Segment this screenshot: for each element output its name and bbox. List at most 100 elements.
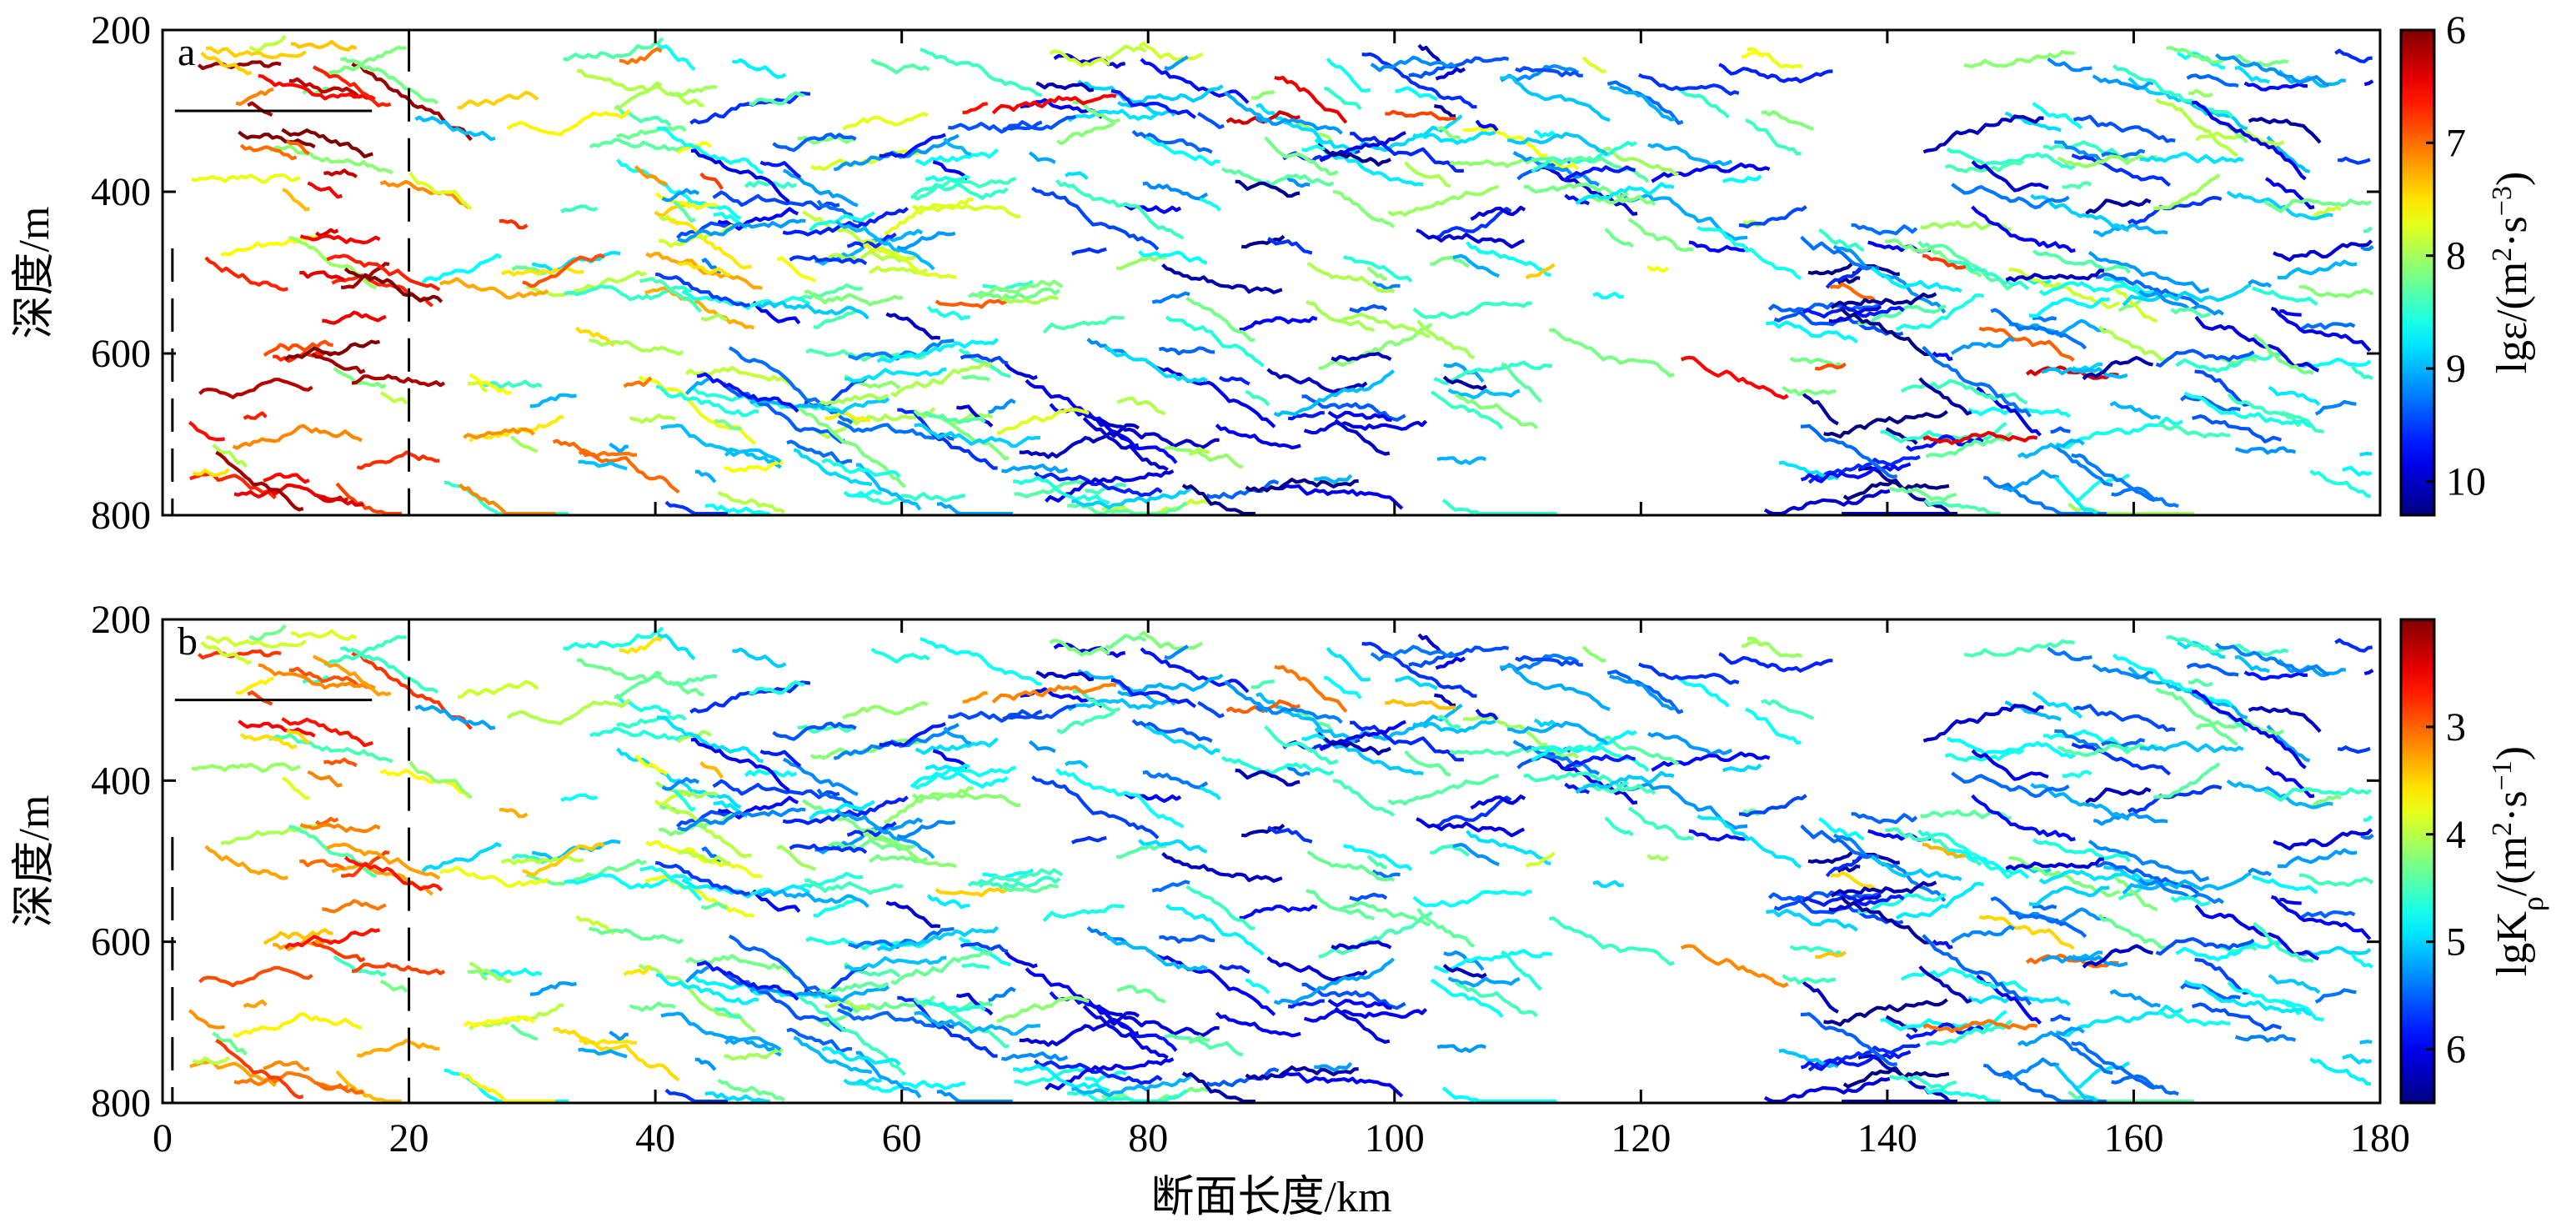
- segment: [634, 165, 669, 187]
- segment: [834, 219, 935, 271]
- segment: [1922, 114, 2044, 154]
- segment: [2334, 48, 2373, 63]
- segment: [2018, 237, 2076, 253]
- segment: [2050, 1014, 2071, 1022]
- segment: [469, 961, 512, 984]
- colorbar-label: lgε/(m2·s−3): [2487, 172, 2537, 374]
- segment: [500, 266, 584, 277]
- segment: [1049, 49, 1110, 68]
- segment: [575, 326, 615, 348]
- segment: [2252, 286, 2318, 306]
- segment: [351, 962, 446, 975]
- colorbar-tick-label: 6: [2446, 1028, 2466, 1072]
- segment: [1619, 193, 1748, 241]
- segment: [1239, 316, 1318, 332]
- segment: [356, 450, 440, 470]
- segment: [1435, 207, 1512, 240]
- segment: [1387, 774, 1500, 806]
- segment: [1462, 714, 1580, 759]
- segment: [1917, 240, 2012, 291]
- segment: [655, 973, 759, 1005]
- segment: [1651, 751, 1771, 772]
- segment: [1131, 129, 1213, 154]
- segment: [1802, 893, 1905, 907]
- segment: [623, 376, 653, 388]
- segment: [2188, 88, 2213, 98]
- segment: [1582, 193, 1656, 207]
- segment: [1676, 676, 1730, 708]
- segment: [1350, 132, 1465, 173]
- segment: [1564, 193, 1591, 206]
- segment: [634, 754, 669, 776]
- segment: [1501, 950, 1542, 991]
- segment: [1218, 375, 1250, 386]
- segment: [1404, 749, 1451, 777]
- segment: [2360, 244, 2374, 252]
- segment: [258, 73, 376, 101]
- segment: [1722, 763, 1762, 773]
- segment: [1145, 136, 1220, 167]
- segment: [1452, 253, 1500, 278]
- segment: [1225, 110, 1301, 125]
- segment: [1430, 978, 1504, 1019]
- segment: [2277, 848, 2358, 869]
- colorbar-gradient: [2399, 28, 2436, 517]
- segment: [2337, 745, 2371, 754]
- segment: [1564, 782, 1591, 794]
- segment: [935, 887, 1008, 898]
- segment: [1000, 1051, 1069, 1061]
- segment: [2299, 873, 2374, 888]
- segment: [1455, 981, 1539, 1018]
- segment: [1004, 950, 1038, 969]
- segment: [1676, 87, 1730, 119]
- segment: [1895, 293, 1984, 332]
- segment: [924, 410, 986, 424]
- segment: [772, 133, 857, 153]
- segment: [1220, 167, 1335, 187]
- segment: [1442, 375, 1487, 391]
- segment: [1361, 641, 1477, 698]
- segment: [2334, 638, 2373, 653]
- segment: [821, 397, 890, 414]
- segment: [2054, 1064, 2098, 1103]
- segment: [1982, 1063, 2107, 1103]
- segment: [2279, 309, 2302, 317]
- segment: [1430, 844, 1470, 857]
- segment: [1475, 119, 1499, 132]
- segment: [2138, 289, 2224, 316]
- segment: [1002, 709, 1043, 721]
- segment: [1245, 389, 1270, 407]
- segment: [2139, 740, 2244, 754]
- segment: [1042, 904, 1125, 922]
- colorbar-b: 3 4 5 6 lgKρ/(m2·s−1): [2399, 618, 2549, 1105]
- colorbar-tick-label: 10: [2446, 459, 2486, 504]
- segment: [1145, 359, 1276, 429]
- segment: [343, 267, 444, 303]
- segment: [281, 128, 373, 158]
- segment: [614, 81, 663, 111]
- segment: [200, 640, 253, 665]
- segment: [2350, 953, 2373, 969]
- segment: [509, 1023, 539, 1041]
- segment: [1164, 445, 1244, 469]
- segment: [1033, 1059, 1163, 1085]
- panel-label: b: [178, 619, 198, 664]
- axes-frame: [161, 618, 2382, 1105]
- segment: [1604, 228, 1634, 248]
- segment: [263, 1060, 310, 1072]
- segment: [1627, 806, 1694, 841]
- segment: [2342, 1054, 2373, 1065]
- segment: [2158, 1010, 2231, 1027]
- segment: [659, 223, 736, 248]
- segment: [333, 366, 387, 389]
- segment: [2248, 705, 2322, 734]
- segment: [870, 647, 930, 664]
- segment: [1782, 974, 1837, 985]
- segment: [1434, 693, 1456, 708]
- segment: [668, 84, 718, 98]
- segment: [212, 1031, 248, 1056]
- segment: [1316, 732, 1391, 756]
- segment: [1067, 698, 1160, 712]
- segment: [2032, 316, 2057, 323]
- segment: [1164, 55, 1189, 71]
